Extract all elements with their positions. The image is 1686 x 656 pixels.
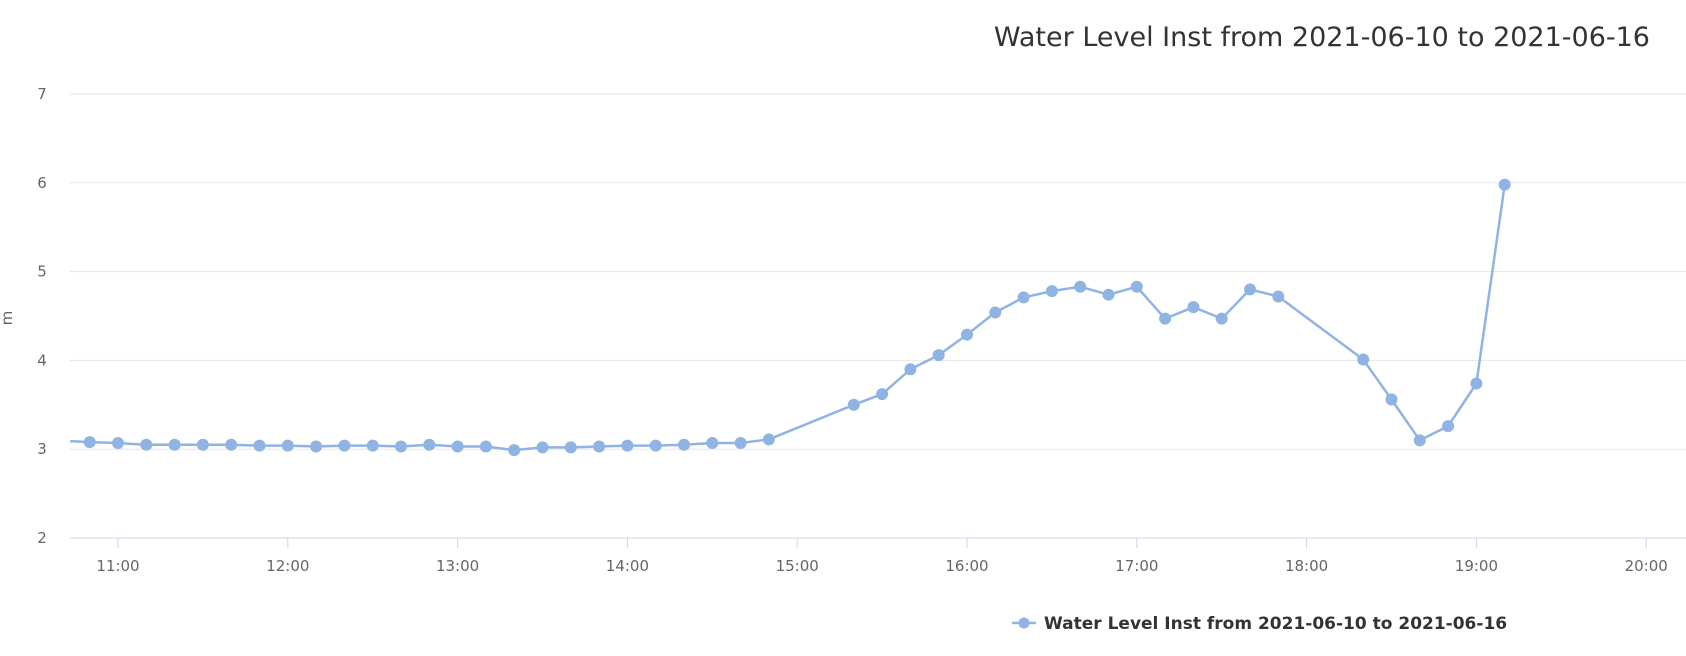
- data-point: [168, 438, 181, 451]
- data-point: [508, 444, 521, 457]
- data-point: [479, 440, 492, 453]
- x-tick-label: 18:00: [1285, 557, 1328, 575]
- series-line: [69, 184, 1506, 452]
- y-tick-label: 2: [37, 529, 47, 547]
- data-point: [649, 439, 662, 452]
- data-point: [196, 438, 209, 451]
- x-tick-label: 19:00: [1455, 557, 1498, 575]
- data-point: [1187, 301, 1200, 314]
- data-point: [1385, 393, 1398, 406]
- data-point: [338, 439, 351, 452]
- data-point: [253, 439, 266, 452]
- data-point: [1074, 280, 1087, 293]
- x-tick-label: 16:00: [945, 557, 988, 575]
- data-point: [593, 440, 606, 453]
- legend[interactable]: Water Level Inst from 2021-06-10 to 2021…: [1012, 614, 1507, 634]
- data-point: [310, 440, 323, 453]
- data-point: [762, 433, 775, 446]
- legend-label[interactable]: Water Level Inst from 2021-06-10 to 2021…: [1044, 614, 1507, 634]
- y-tick-label: 4: [37, 351, 47, 369]
- data-point: [1045, 285, 1058, 298]
- data-point: [395, 440, 407, 453]
- data-point: [876, 388, 889, 401]
- data-point: [621, 439, 634, 452]
- data-point: [706, 436, 719, 449]
- data-point: [366, 439, 379, 452]
- data-point: [989, 306, 1002, 319]
- data-point: [1017, 291, 1030, 304]
- data-point: [1272, 290, 1285, 303]
- data-point: [1413, 434, 1426, 447]
- data-point: [1498, 178, 1511, 191]
- data-point: [281, 439, 294, 452]
- data-point: [1102, 288, 1115, 301]
- data-point: [83, 436, 96, 449]
- y-tick-label: 6: [37, 174, 47, 192]
- y-axis-label: m: [0, 311, 16, 326]
- data-point: [932, 349, 945, 362]
- data-point: [423, 438, 436, 451]
- data-point: [1215, 312, 1228, 325]
- x-tick-label: 14:00: [606, 557, 649, 575]
- data-point: [1244, 283, 1256, 296]
- data-point: [225, 438, 238, 451]
- x-tick-label: 12:00: [266, 557, 309, 575]
- y-tick-label: 7: [37, 85, 47, 103]
- chart-title: Water Level Inst from 2021-06-10 to 2021…: [994, 22, 1650, 53]
- data-point: [847, 398, 860, 411]
- data-point: [904, 363, 917, 376]
- x-tick-label: 17:00: [1115, 557, 1158, 575]
- legend-marker-icon: [1018, 617, 1030, 629]
- data-point: [1357, 353, 1370, 366]
- data-point: [1159, 312, 1172, 325]
- data-point: [1130, 280, 1143, 293]
- data-point: [564, 441, 577, 454]
- data-point: [112, 436, 124, 449]
- data-point: [961, 328, 973, 341]
- data-point: [678, 438, 690, 451]
- data-point: [451, 440, 464, 453]
- data-point: [140, 438, 153, 451]
- data-point: [536, 441, 549, 454]
- x-tick-label: 13:00: [436, 557, 479, 575]
- y-tick-label: 5: [37, 263, 47, 281]
- x-tick-label: 15:00: [776, 557, 819, 575]
- data-point: [734, 436, 747, 449]
- x-tick-label: 20:00: [1625, 557, 1668, 575]
- x-tick-label: 11:00: [96, 557, 139, 575]
- data-point: [1470, 377, 1483, 390]
- y-tick-label: 3: [37, 440, 47, 458]
- data-point: [1442, 420, 1455, 433]
